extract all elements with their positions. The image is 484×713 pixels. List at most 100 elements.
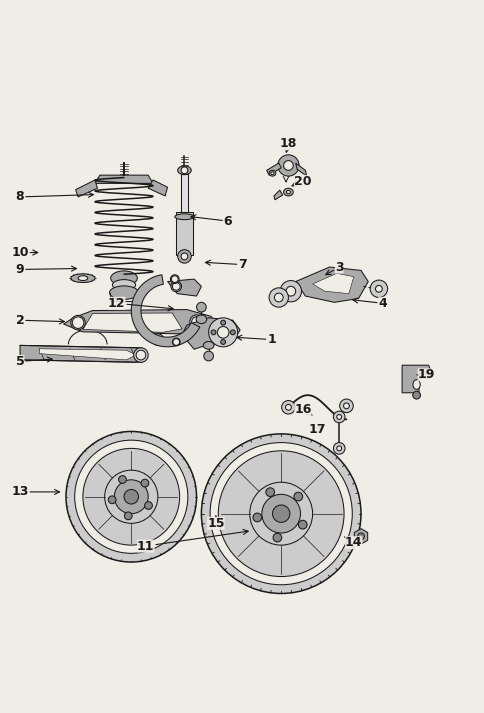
Text: 19: 19 <box>417 369 434 381</box>
Circle shape <box>171 276 178 282</box>
Ellipse shape <box>412 380 419 389</box>
Circle shape <box>277 155 299 176</box>
Circle shape <box>119 476 126 483</box>
Circle shape <box>217 327 228 338</box>
Circle shape <box>412 391 420 399</box>
Text: 10: 10 <box>11 246 38 259</box>
Polygon shape <box>63 309 218 334</box>
Circle shape <box>343 403 348 409</box>
Polygon shape <box>131 275 199 347</box>
Text: 14: 14 <box>344 536 362 549</box>
Circle shape <box>369 280 387 297</box>
Circle shape <box>375 285 381 292</box>
Ellipse shape <box>109 286 138 299</box>
Ellipse shape <box>170 281 181 292</box>
Circle shape <box>172 339 179 345</box>
Circle shape <box>283 160 293 170</box>
Circle shape <box>108 496 116 503</box>
Circle shape <box>249 482 312 545</box>
Text: 1: 1 <box>236 333 275 346</box>
Circle shape <box>280 281 301 302</box>
Circle shape <box>172 282 180 290</box>
Polygon shape <box>312 273 353 294</box>
Polygon shape <box>83 313 182 332</box>
Circle shape <box>212 508 219 516</box>
Polygon shape <box>95 175 153 183</box>
Text: 20: 20 <box>291 175 311 188</box>
Text: 5: 5 <box>15 355 52 368</box>
Circle shape <box>201 434 360 593</box>
Ellipse shape <box>174 214 194 220</box>
Circle shape <box>339 399 352 413</box>
Circle shape <box>285 404 291 410</box>
Ellipse shape <box>71 274 95 282</box>
Circle shape <box>286 287 295 296</box>
Polygon shape <box>295 267 367 302</box>
Circle shape <box>141 479 149 487</box>
Circle shape <box>181 167 187 174</box>
Ellipse shape <box>71 315 85 330</box>
Circle shape <box>333 411 344 423</box>
Circle shape <box>272 533 281 542</box>
Text: 8: 8 <box>15 190 93 203</box>
Ellipse shape <box>78 276 88 281</box>
Text: 17: 17 <box>308 423 326 436</box>
Ellipse shape <box>286 190 290 194</box>
Text: 15: 15 <box>207 515 224 530</box>
Ellipse shape <box>177 166 191 175</box>
Circle shape <box>191 317 201 327</box>
Circle shape <box>220 339 225 344</box>
Ellipse shape <box>203 342 213 349</box>
Circle shape <box>181 253 187 260</box>
Circle shape <box>155 337 160 342</box>
Ellipse shape <box>172 338 180 346</box>
Ellipse shape <box>189 315 203 329</box>
Text: 11: 11 <box>137 530 248 553</box>
Circle shape <box>333 443 344 454</box>
Text: 7: 7 <box>205 258 246 271</box>
Ellipse shape <box>196 315 206 324</box>
Text: 13: 13 <box>11 486 60 498</box>
Polygon shape <box>273 190 282 200</box>
Circle shape <box>265 488 274 496</box>
Polygon shape <box>20 345 143 362</box>
Polygon shape <box>39 349 136 360</box>
Text: 3: 3 <box>325 260 343 275</box>
Circle shape <box>336 414 341 419</box>
Circle shape <box>124 490 138 504</box>
Polygon shape <box>295 163 306 176</box>
Circle shape <box>281 401 295 414</box>
Ellipse shape <box>270 172 273 175</box>
Circle shape <box>83 448 179 545</box>
Polygon shape <box>175 212 193 255</box>
Polygon shape <box>180 174 188 212</box>
Circle shape <box>272 505 289 523</box>
Ellipse shape <box>134 348 148 362</box>
Circle shape <box>261 494 300 533</box>
Polygon shape <box>266 163 281 175</box>
Polygon shape <box>401 365 430 393</box>
Polygon shape <box>208 503 223 521</box>
Ellipse shape <box>170 275 179 284</box>
Text: 6: 6 <box>191 215 232 227</box>
Circle shape <box>114 480 148 513</box>
Circle shape <box>357 533 363 540</box>
Polygon shape <box>148 180 167 196</box>
Circle shape <box>230 330 235 334</box>
Circle shape <box>75 440 187 553</box>
Circle shape <box>203 352 213 361</box>
Circle shape <box>144 502 152 509</box>
Circle shape <box>152 334 163 345</box>
Circle shape <box>211 330 215 334</box>
Circle shape <box>210 443 351 585</box>
Circle shape <box>66 431 196 562</box>
Text: 2: 2 <box>15 314 64 327</box>
Circle shape <box>72 317 84 329</box>
Text: 4: 4 <box>352 297 386 310</box>
Text: 12: 12 <box>108 297 173 311</box>
Circle shape <box>298 520 306 529</box>
Text: 18: 18 <box>279 137 297 153</box>
Circle shape <box>196 302 206 312</box>
Circle shape <box>208 318 237 347</box>
Text: 9: 9 <box>15 263 76 276</box>
